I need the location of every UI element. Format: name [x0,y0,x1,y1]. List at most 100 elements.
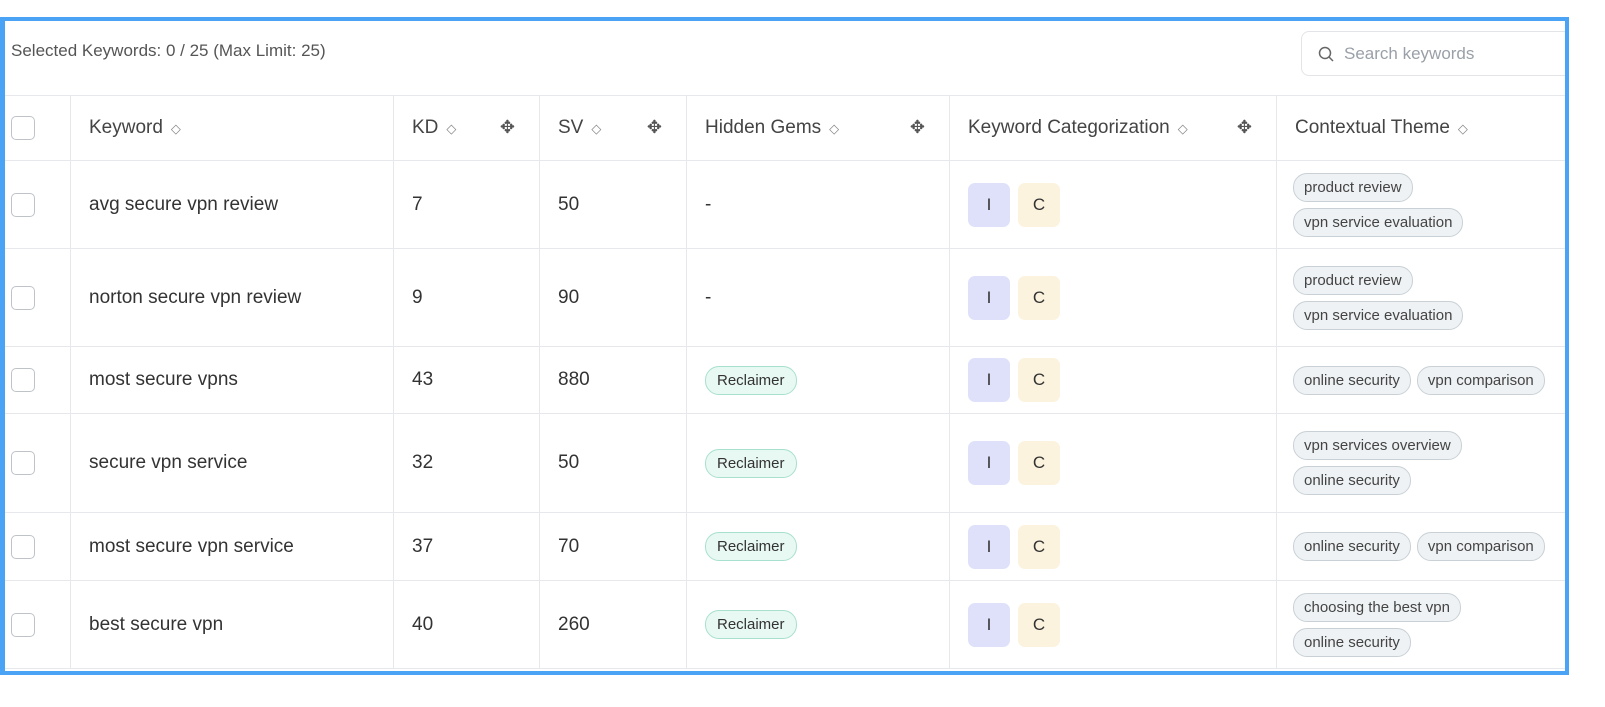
category-badge-commercial: C [1018,602,1060,647]
theme-tag: vpn comparison [1416,532,1545,561]
theme-tag: vpn service evaluation [1293,300,1464,330]
column-kd[interactable]: KD ◇ ✥ [393,95,540,161]
theme-cell: online security vpn comparison [1276,512,1565,581]
hidden-gems-cell: Reclaimer [686,346,950,414]
kd-cell: 7 [393,160,540,249]
keyword-cell: most secure vpn service [70,512,394,581]
theme-cell: choosing the best vpn online security [1276,580,1565,669]
sort-icon[interactable]: ◇ [1457,121,1468,136]
theme-cell: vpn services overview online security [1276,413,1565,513]
sv-cell: 50 [539,160,687,249]
keyword-cell: secure vpn service [70,413,394,513]
column-label: Keyword Categorization [968,117,1170,138]
column-keyword-categorization[interactable]: Keyword Categorization ◇ ✥ [949,95,1277,161]
category-badge-informational: I [968,182,1010,227]
category-badge-informational: I [968,524,1010,569]
theme-tag: choosing the best vpn [1293,592,1461,622]
sv-cell: 260 [539,580,687,669]
kd-cell: 40 [393,580,540,669]
table-row[interactable]: most secure vpn service 37 70 Reclaimer … [5,512,1565,581]
keyword-cell: best secure vpn [70,580,394,669]
hidden-gems-cell: Reclaimer [686,413,950,513]
hidden-gem-badge: Reclaimer [705,448,797,478]
hidden-gems-cell: - [686,248,950,347]
kd-cell: 9 [393,248,540,347]
theme-tag: online security [1293,627,1411,657]
category-badge-commercial: C [1018,358,1060,402]
theme-cell: product review vpn service evaluation [1276,248,1565,347]
theme-tag: product review [1293,265,1413,295]
sv-cell: 90 [539,248,687,347]
column-label: Hidden Gems [705,117,822,138]
sort-icon[interactable]: ◇ [170,121,181,136]
theme-tag: vpn services overview [1293,431,1462,460]
sort-icon[interactable]: ◇ [591,121,602,136]
hidden-gem-value: - [705,193,712,215]
row-checkbox[interactable] [11,192,35,217]
hidden-gems-cell: - [686,160,950,249]
search-icon [1318,46,1334,62]
theme-tag: vpn service evaluation [1293,207,1464,237]
column-label: Contextual Theme [1295,117,1450,138]
column-keyword[interactable]: Keyword ◇ [70,95,394,161]
move-icon[interactable]: ✥ [909,117,925,137]
column-sv[interactable]: SV ◇ ✥ [539,95,687,161]
theme-tag: online security [1293,532,1411,561]
selected-count: Selected Keywords: 0 / 25 (Max Limit: 25… [11,41,326,60]
row-checkbox[interactable] [11,534,35,559]
sv-cell: 50 [539,413,687,513]
keyword-table: Keyword ◇ KD ◇ ✥ SV ◇ ✥ Hidden Gems ◇ ✥ Keyword… [5,95,1565,669]
theme-tag: online security [1293,466,1411,495]
hidden-gem-badge: Reclaimer [705,610,797,639]
column-label: Keyword [89,117,163,138]
theme-tag: online security [1293,365,1411,395]
sort-icon[interactable]: ◇ [446,121,457,136]
sv-cell: 880 [539,346,687,414]
row-checkbox[interactable] [11,612,35,637]
theme-cell: online security vpn comparison [1276,346,1565,414]
kd-cell: 37 [393,512,540,581]
keyword-cell: norton secure vpn review [70,248,394,347]
keyword-cell: avg secure vpn review [70,160,394,249]
kd-cell: 32 [393,413,540,513]
category-badge-informational: I [968,275,1010,320]
search-input[interactable]: Search keywords [1301,31,1565,76]
hidden-gem-value: - [705,286,712,308]
move-icon[interactable]: ✥ [499,117,515,137]
sort-icon[interactable]: ◇ [829,121,840,136]
search-placeholder: Search keywords [1344,43,1475,63]
sort-icon[interactable]: ◇ [1177,121,1188,136]
sv-cell: 70 [539,512,687,581]
row-checkbox[interactable] [11,451,35,475]
column-hidden-gems[interactable]: Hidden Gems ◇ ✥ [686,95,950,161]
hidden-gems-cell: Reclaimer [686,580,950,669]
table-header: Keyword ◇ KD ◇ ✥ SV ◇ ✥ Hidden Gems ◇ ✥ Keyword… [5,95,1565,161]
hidden-gems-cell: Reclaimer [686,512,950,581]
column-contextual-theme[interactable]: Contextual Theme ◇ [1276,95,1565,161]
keyword-cell: most secure vpns [70,346,394,414]
move-icon[interactable]: ✥ [646,117,662,137]
hidden-gem-badge: Reclaimer [705,532,797,561]
move-icon[interactable]: ✥ [1236,117,1252,137]
category-badge-informational: I [968,602,1010,647]
select-all-checkbox[interactable] [11,116,35,140]
theme-tag: product review [1293,172,1413,202]
column-label: KD [412,117,439,138]
category-badge-commercial: C [1018,441,1060,485]
row-checkbox[interactable] [11,368,35,392]
row-checkbox[interactable] [11,285,35,310]
column-label: SV [558,117,584,138]
category-badge-commercial: C [1018,524,1060,569]
kd-cell: 43 [393,346,540,414]
